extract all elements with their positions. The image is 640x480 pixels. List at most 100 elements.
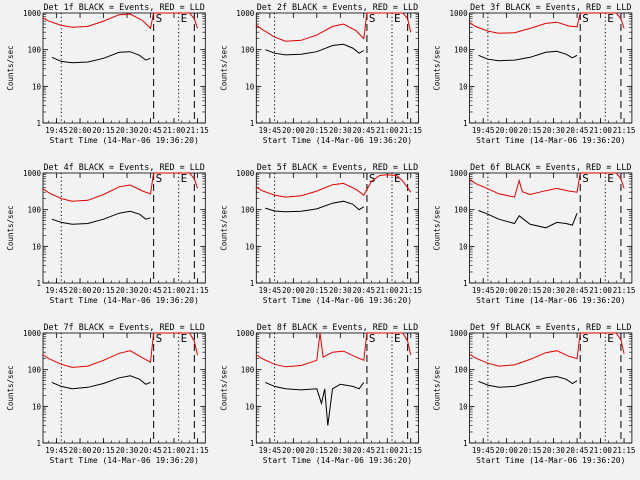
x-axis-label: Start Time (14-Mar-06 19:36:20) [476,456,625,465]
panel-title: Det 7f BLACK = Events, RED = LLD [43,322,204,332]
flag-label: S [369,332,376,345]
x-tick-label: 20:15 [519,126,542,135]
y-tick-label: 1000 [236,329,255,338]
x-tick-label: 19:45 [472,286,495,295]
y-axis-label: Counts/sec [433,205,442,250]
x-tick-label: 19:45 [259,446,282,455]
x-tick-label: 20:45 [566,446,589,455]
x-tick-label: 20:45 [353,126,376,135]
y-tick-label: 1000 [450,169,469,178]
series-lld-line [42,172,198,202]
x-tick-label: 20:45 [139,126,162,135]
y-axis-label: Counts/sec [6,365,15,410]
x-tick-label: 20:45 [139,446,162,455]
flag-label: S [582,172,589,185]
flag-label: E [394,172,401,185]
series-events-line [51,51,151,64]
x-tick-label: 19:45 [259,286,282,295]
x-tick-label: 20:30 [116,286,139,295]
flag-label: S [156,172,163,185]
x-tick-label: 21:00 [163,126,186,135]
x-tick-label: 20:45 [353,446,376,455]
x-tick-label: 20:00 [495,286,518,295]
panel-title: Det 6f BLACK = Events, RED = LLD [470,162,631,172]
x-tick-label: 20:15 [306,286,329,295]
x-tick-label: 21:15 [613,286,636,295]
x-tick-label: 21:15 [613,446,636,455]
x-tick-label: 20:45 [566,286,589,295]
y-tick-label: 1 [36,439,41,448]
x-tick-label: 21:00 [589,446,612,455]
x-tick-label: 21:15 [613,126,636,135]
panel-det-5: Det 5f BLACK = Events, RED = LLD 1 10 100 10… [219,162,422,305]
x-axis-label: Start Time (14-Mar-06 19:36:20) [476,296,625,305]
y-tick-label: 10 [32,402,42,411]
series-events-line [265,43,365,56]
plot-frame [42,332,206,444]
y-tick-label: 100 [27,206,41,215]
series-lld-line [255,12,412,42]
y-tick-label: 10 [459,82,469,91]
series-events-line [51,375,151,390]
x-tick-label: 19:45 [472,446,495,455]
plot-frame [469,172,633,284]
flag-label: S [369,12,376,25]
flag-label: E [181,332,188,345]
x-tick-label: 21:15 [186,446,209,455]
y-axis-label: Counts/sec [6,205,15,250]
y-tick-label: 10 [245,242,255,251]
x-axis-label: Start Time (14-Mar-06 19:36:20) [263,456,412,465]
y-tick-label: 1 [36,279,41,288]
flag-label: S [582,12,589,25]
plot-frame [469,332,633,444]
y-tick-label: 100 [454,206,468,215]
x-tick-label: 20:30 [542,446,565,455]
x-axis-label: Start Time (14-Mar-06 19:36:20) [49,456,198,465]
x-tick-label: 20:00 [495,446,518,455]
series-events-line [478,210,578,229]
y-tick-label: 100 [454,46,468,55]
y-tick-label: 100 [241,366,255,375]
plot-frame [42,12,206,124]
x-tick-label: 20:00 [282,286,305,295]
x-tick-label: 21:00 [376,446,399,455]
y-axis-label: Counts/sec [433,365,442,410]
panel-det-4: Det 4f BLACK = Events, RED = LLD 1 10 100 10… [6,162,209,305]
x-tick-label: 21:00 [589,286,612,295]
y-axis-label: Counts/sec [219,365,228,410]
y-tick-label: 1 [36,119,41,128]
series-lld-line [42,12,198,30]
x-tick-label: 20:15 [92,126,115,135]
x-tick-label: 21:00 [163,446,186,455]
panel-det-2: Det 2f BLACK = Events, RED = LLD 1 10 100 10… [219,2,422,145]
x-tick-label: 21:15 [399,446,422,455]
x-tick-label: 20:00 [69,126,92,135]
series-lld-line [255,332,412,368]
x-tick-label: 20:30 [116,126,139,135]
x-tick-label: 21:00 [376,126,399,135]
x-tick-label: 20:00 [69,286,92,295]
y-tick-label: 1 [463,439,468,448]
x-tick-label: 20:15 [92,286,115,295]
x-axis-label: Start Time (14-Mar-06 19:36:20) [49,296,198,305]
x-tick-label: 20:45 [139,286,162,295]
panel-title: Det 5f BLACK = Events, RED = LLD [257,162,418,172]
flag-label: S [582,332,589,345]
x-tick-label: 20:15 [306,446,329,455]
flag-label: S [369,172,376,185]
y-axis-label: Counts/sec [433,45,442,90]
x-tick-label: 20:30 [542,126,565,135]
y-tick-label: 1000 [23,169,42,178]
x-tick-label: 21:00 [376,286,399,295]
x-tick-label: 21:15 [186,126,209,135]
x-tick-label: 20:30 [329,286,352,295]
x-tick-label: 20:15 [92,446,115,455]
y-tick-label: 1000 [236,169,255,178]
x-tick-label: 21:00 [163,286,186,295]
flag-label: E [607,12,614,25]
x-tick-label: 20:45 [566,126,589,135]
plot-frame [469,12,633,124]
y-tick-label: 10 [459,242,469,251]
y-tick-label: 1000 [23,9,42,18]
